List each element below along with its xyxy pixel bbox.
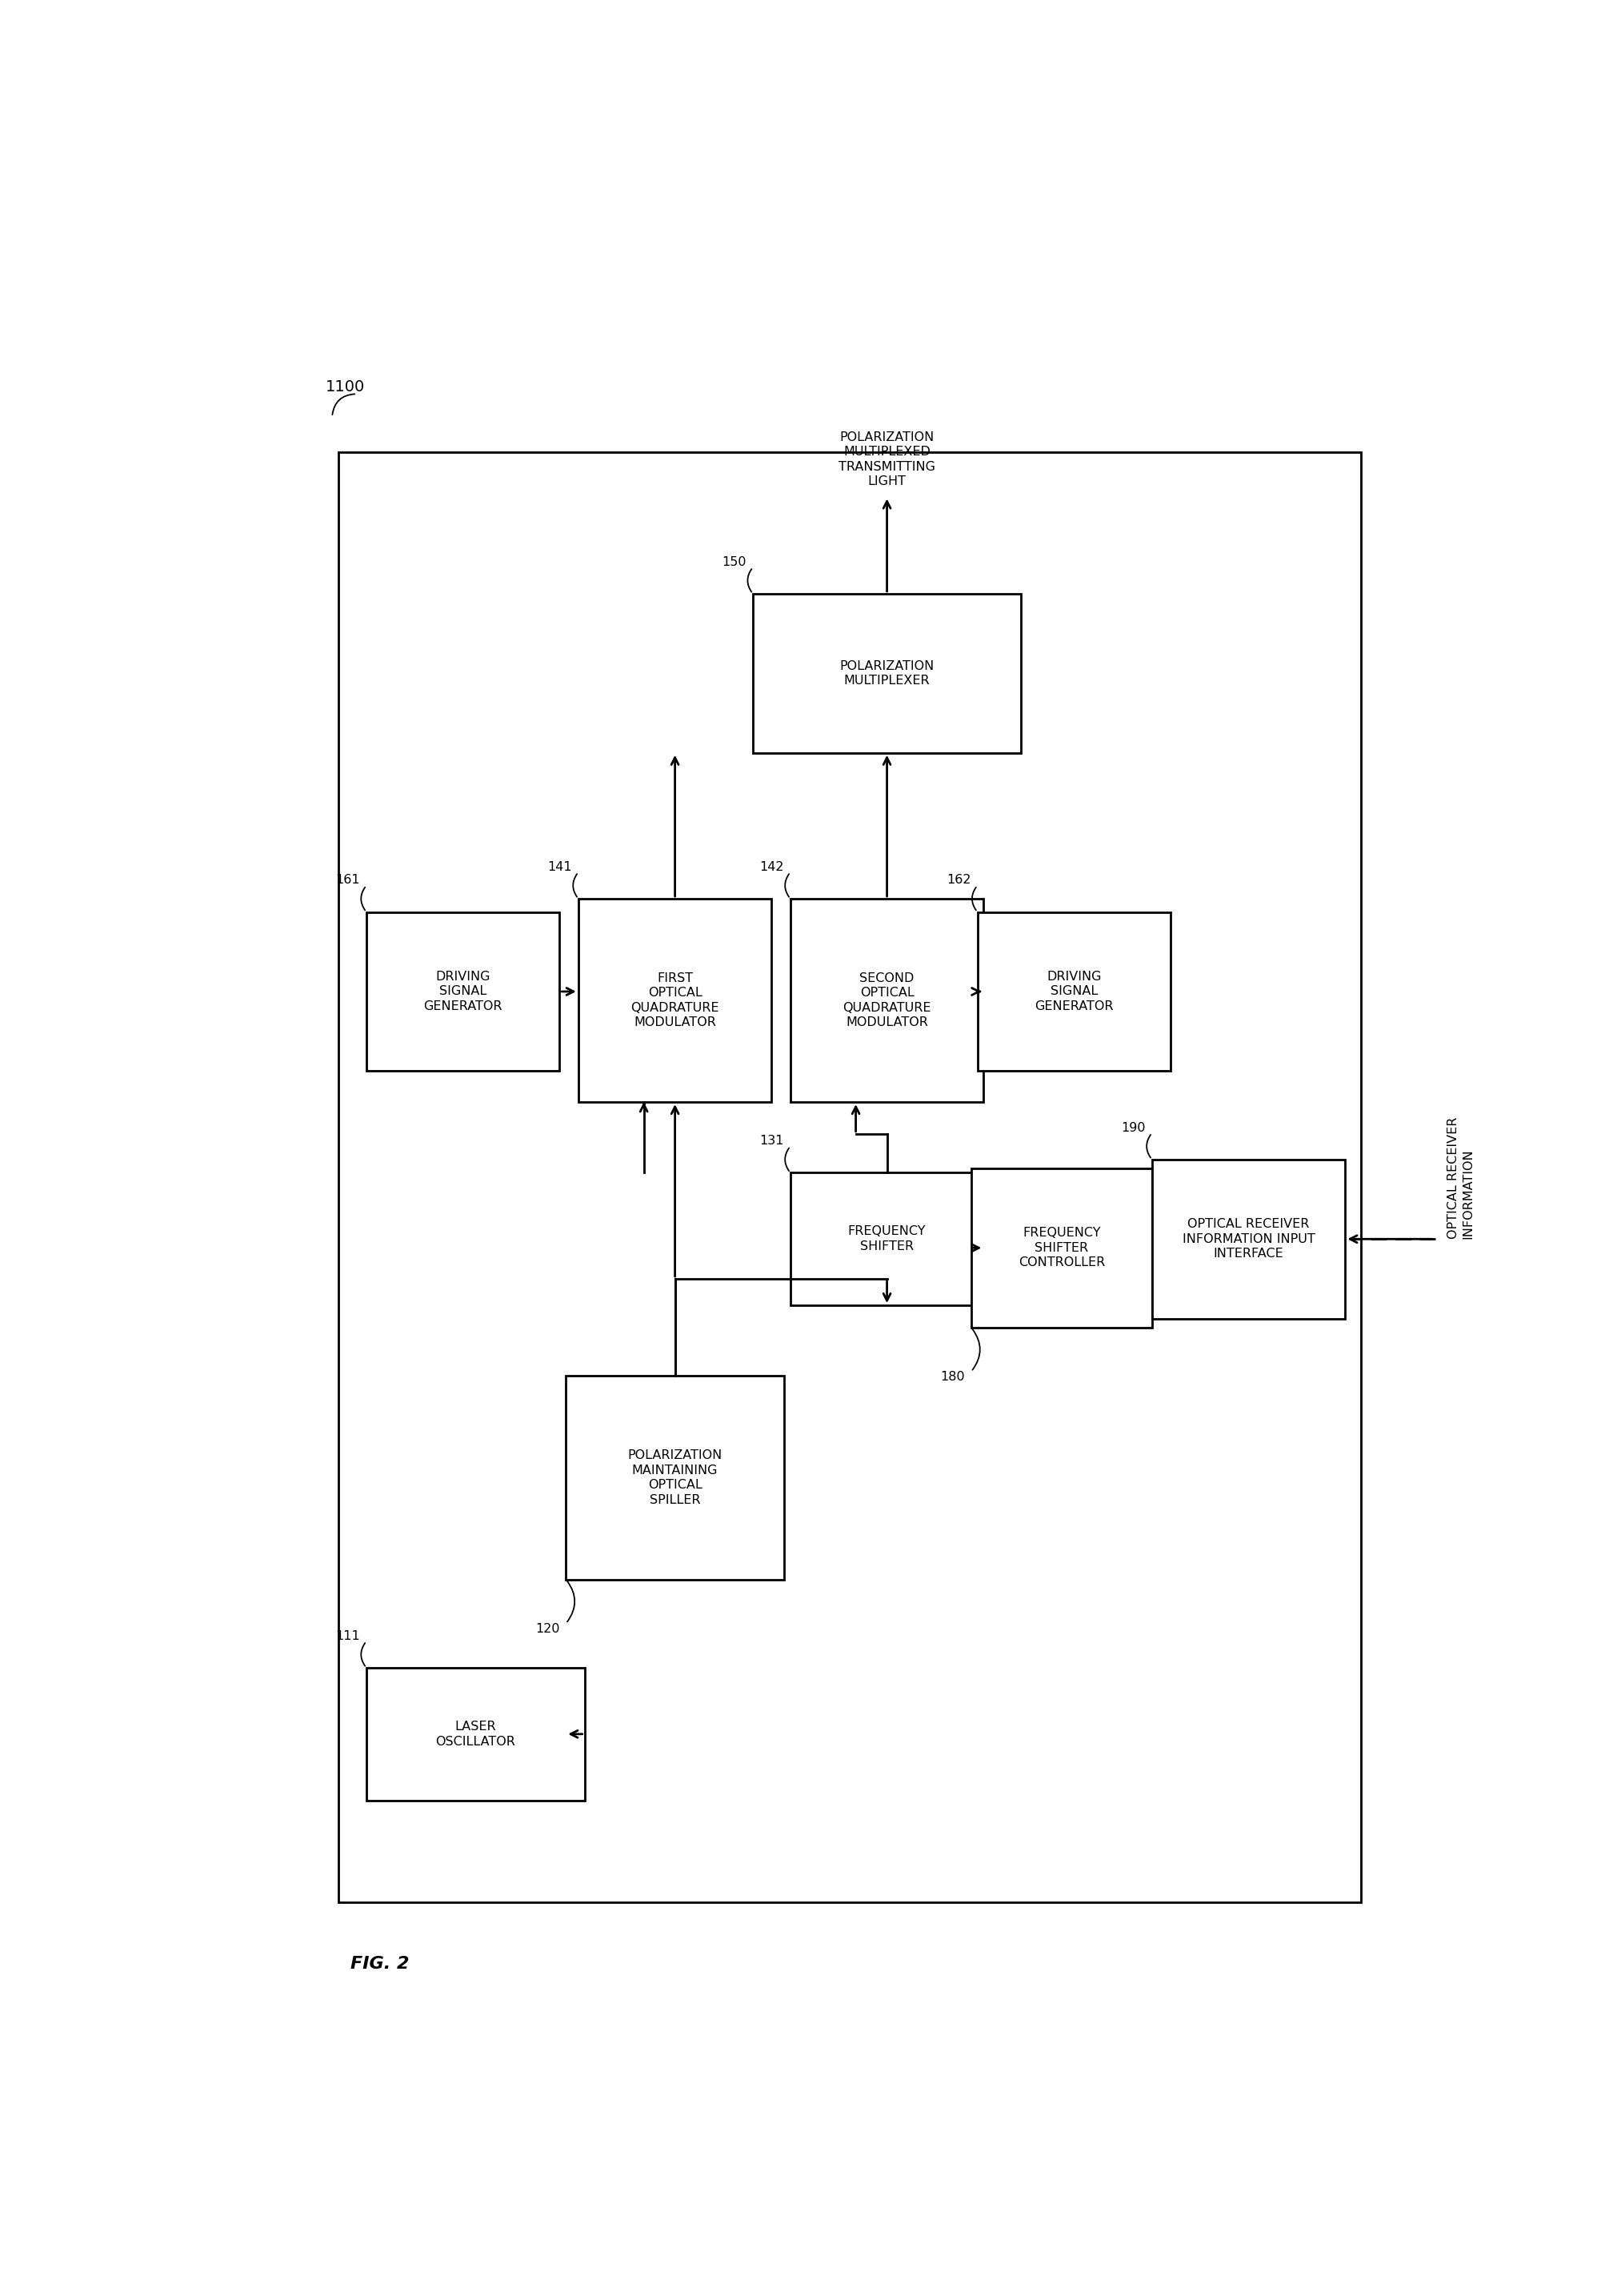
Text: 120: 120 [536, 1623, 560, 1635]
Bar [1152, 1159, 1345, 1318]
Text: FREQUENCY
SHIFTER: FREQUENCY SHIFTER [848, 1226, 925, 1254]
Bar [367, 1667, 584, 1800]
Text: POLARIZATION
MULTIPLEXER: POLARIZATION MULTIPLEXER [840, 659, 935, 687]
Text: 1100: 1100 [325, 379, 365, 395]
Text: 141: 141 [547, 861, 573, 872]
Bar [566, 1375, 784, 1580]
Text: FIRST
OPTICAL
QUADRATURE
MODULATOR: FIRST OPTICAL QUADRATURE MODULATOR [631, 971, 719, 1029]
Bar [578, 898, 772, 1102]
Text: POLARIZATION
MAINTAINING
OPTICAL
SPILLER: POLARIZATION MAINTAINING OPTICAL SPILLER [628, 1449, 722, 1506]
Text: 161: 161 [336, 875, 360, 886]
Bar [367, 912, 560, 1072]
Text: SECOND
OPTICAL
QUADRATURE
MODULATOR: SECOND OPTICAL QUADRATURE MODULATOR [843, 971, 932, 1029]
Text: 142: 142 [759, 861, 784, 872]
Text: 180: 180 [940, 1371, 965, 1382]
Text: 150: 150 [722, 556, 747, 567]
Text: OPTICAL RECEIVER
INFORMATION INPUT
INTERFACE: OPTICAL RECEIVER INFORMATION INPUT INTER… [1183, 1219, 1315, 1261]
Bar [977, 912, 1171, 1072]
Text: DRIVING
SIGNAL
GENERATOR: DRIVING SIGNAL GENERATOR [423, 971, 502, 1013]
Text: LASER
OSCILLATOR: LASER OSCILLATOR [436, 1720, 515, 1747]
Text: POLARIZATION
MULTIPLEXED
TRANSMITTING
LIGHT: POLARIZATION MULTIPLEXED TRANSMITTING LI… [838, 432, 935, 487]
Bar [972, 1169, 1152, 1327]
Text: 190: 190 [1121, 1123, 1146, 1134]
Text: DRIVING
SIGNAL
GENERATOR: DRIVING SIGNAL GENERATOR [1035, 971, 1113, 1013]
Bar [790, 1173, 983, 1306]
Text: FIG. 2: FIG. 2 [351, 1956, 410, 1972]
Text: 131: 131 [759, 1134, 784, 1148]
Bar [753, 595, 1022, 753]
Text: FREQUENCY
SHIFTER
CONTROLLER: FREQUENCY SHIFTER CONTROLLER [1018, 1226, 1105, 1270]
Text: 162: 162 [946, 875, 972, 886]
Bar [338, 452, 1361, 1901]
Bar [790, 898, 983, 1102]
Text: 111: 111 [336, 1630, 360, 1642]
Text: OPTICAL RECEIVER
INFORMATION: OPTICAL RECEIVER INFORMATION [1446, 1118, 1474, 1240]
